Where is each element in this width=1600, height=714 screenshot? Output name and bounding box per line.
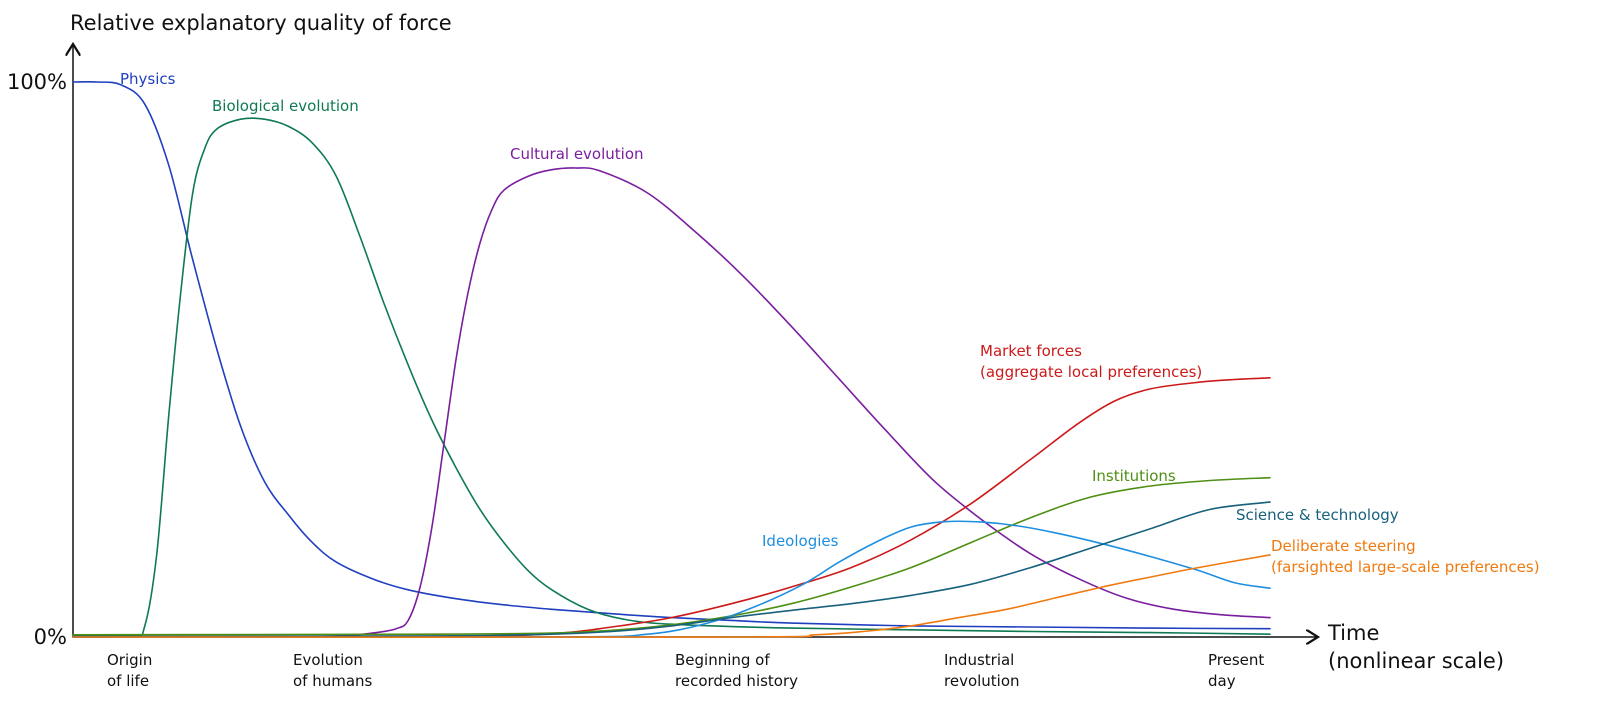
x-event-label: recorded history xyxy=(675,672,798,690)
series-label-market-forces: (aggregate local preferences) xyxy=(980,363,1202,381)
x-event-label: Beginning of xyxy=(675,651,770,669)
series-labels: Physics Biological evolution Cultural evol… xyxy=(120,70,1540,576)
series-label-deliberate-steering: (farsighted large-scale preferences) xyxy=(1271,558,1540,576)
axes: 100% 0% xyxy=(7,44,1318,649)
x-event-label: of humans xyxy=(293,672,373,690)
series-label-institutions: Institutions xyxy=(1092,467,1176,485)
series-label-ideologies: Ideologies xyxy=(762,532,839,550)
series-line-science-technology xyxy=(72,501,1271,638)
series-line-market-forces xyxy=(72,377,1271,639)
x-event-label: Evolution xyxy=(293,651,363,669)
y-axis-title: Relative explanatory quality of force xyxy=(70,11,452,35)
x-event-labels: Origin of life Evolution of humans Beginning… xyxy=(107,651,1264,690)
series-label-biological-evolution: Biological evolution xyxy=(212,97,359,115)
series-line-cultural-evolution xyxy=(72,167,1271,638)
x-axis-title-line: (nonlinear scale) xyxy=(1328,649,1504,673)
x-event-label: day xyxy=(1208,672,1236,690)
x-axis-title: Time (nonlinear scale) xyxy=(1327,621,1504,673)
series-label-physics: Physics xyxy=(120,70,176,88)
series-line-ideologies xyxy=(72,520,1271,639)
x-event-label: Origin xyxy=(107,651,152,669)
x-event-label: Present xyxy=(1208,651,1264,669)
y-tick-label: 100% xyxy=(7,70,67,94)
series-line-physics xyxy=(72,80,1271,630)
series-line-deliberate-steering xyxy=(72,554,1271,638)
x-event-label: of life xyxy=(107,672,149,690)
series-label-science-technology: Science & technology xyxy=(1236,506,1399,524)
series-line-institutions xyxy=(72,476,1271,636)
series-label-market-forces: Market forces xyxy=(980,342,1082,360)
y-tick-label: 0% xyxy=(34,625,67,649)
x-event-label: revolution xyxy=(944,672,1020,690)
x-event-label: Industrial xyxy=(944,651,1014,669)
series-line-biological-evolution xyxy=(72,117,1271,637)
series-label-deliberate-steering: Deliberate steering xyxy=(1271,537,1416,555)
series-label-cultural-evolution: Cultural evolution xyxy=(510,145,644,163)
series-lines xyxy=(72,80,1271,639)
x-axis-title-line: Time xyxy=(1327,621,1379,645)
